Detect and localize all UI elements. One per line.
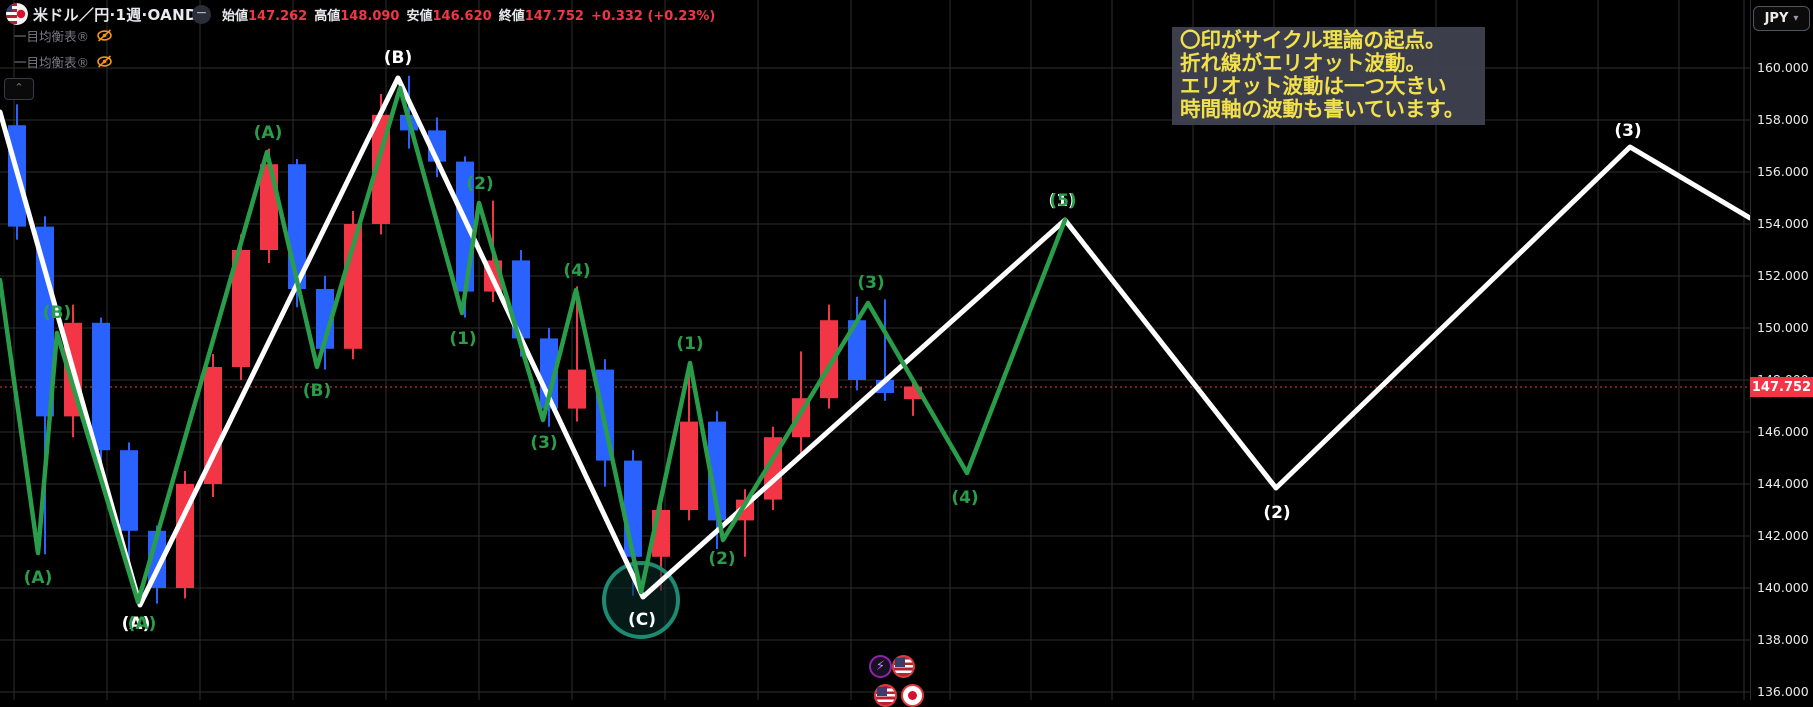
price-axis-label: 138.000 [1757,632,1809,647]
close-value: 147.752 [524,9,584,24]
annotation-note[interactable]: 〇印がサイクル理論の起点。 折れ線がエリオット波動。 エリオット波動は一つ大きい… [1172,27,1485,125]
candle-body [204,367,222,484]
current-price-tag: 147.752 [1750,377,1813,397]
elliott-wave-label: (1) [449,329,476,349]
elliott-wave-label: (A) [254,123,283,143]
note-line: エリオット波動は一つ大きい [1180,74,1447,98]
indicator-name: 一目均衡表® [14,28,90,44]
candle-body [848,320,866,380]
big-wave-label: (A) [122,614,151,634]
big-wave-label: (C) [628,610,656,630]
big-wave-label: (1) [1048,191,1075,211]
candle-body [176,484,194,588]
big-wave-label: (B) [384,48,413,68]
usdjpy-flag-icon [6,3,28,25]
chevron-up-icon: ⌃ [14,81,24,94]
change-value: +0.332 (+0.23%) [590,9,716,24]
high-label: 高値 [314,9,341,24]
symbol-title[interactable]: 米ドル／円·1週·OANDA [33,6,210,24]
us-flag-icon[interactable] [892,655,915,678]
high-value: 148.090 [340,9,400,24]
note-line: 折れ線がエリオット波動。 [1180,51,1426,75]
candle-body [260,164,278,250]
low-label: 安値 [406,9,433,24]
price-axis-label: 158.000 [1757,112,1809,127]
elliott-wave-label: (2) [466,174,493,194]
eye-off-icon[interactable] [96,28,113,43]
chart-canvas[interactable]: (A)(B)(C)(1)(2)(3)(A)(B)(A)(A)(B)(1)(2)(… [0,0,1750,700]
lightning-icon[interactable]: ⚡ [869,655,892,678]
price-axis-label: 140.000 [1757,580,1809,595]
big-cycle-wave-line[interactable] [0,75,1750,608]
elliott-wave-label: (5) [1049,191,1076,211]
open-label: 始値 [222,9,249,24]
indicator-row-ichimoku-2[interactable]: 一目均衡表® [14,53,113,70]
indicator-row-ichimoku-1[interactable]: 一目均衡表® [14,27,113,44]
open-value: 147.262 [248,9,308,24]
elliott-wave-label: (1) [676,334,703,354]
note-line: 〇印がサイクル理論の起点。 [1180,28,1446,52]
elliott-wave-line[interactable] [0,85,1068,605]
jp-flag-icon[interactable] [901,684,924,707]
price-axis-label: 154.000 [1757,216,1809,231]
candle-body [36,226,54,417]
price-axis-label: 152.000 [1757,268,1809,283]
elliott-wave-label: (2) [708,549,735,569]
legend-collapse-button[interactable]: ⌃ [4,78,34,100]
elliott-wave-label: (A) [128,614,157,634]
elliott-wave-label: (3) [857,273,884,293]
elliott-wave-label: (B) [43,303,72,323]
elliott-wave-label: (B) [303,381,332,401]
price-axis[interactable]: 160.000 158.000 156.000 154.000 152.000 150.0… [1750,0,1813,700]
indicator-name: 一目均衡表® [14,54,90,70]
candle-body [680,421,698,510]
eye-off-icon[interactable] [96,54,113,69]
chevron-down-icon: ▾ [1793,13,1799,24]
price-axis-label: 142.000 [1757,528,1809,543]
big-wave-label: (2) [1263,503,1290,523]
us-flag-icon[interactable] [874,684,897,707]
currency-label: JPY [1764,11,1789,26]
candle-body [568,369,586,409]
big-wave-label: (3) [1614,121,1641,141]
price-axis-label: 146.000 [1757,424,1809,439]
note-line: 時間軸の波動も書いています。 [1180,97,1465,121]
price-axis-label: 136.000 [1757,684,1809,699]
elliott-wave-label: (4) [563,261,590,281]
price-axis-label: 150.000 [1757,320,1809,335]
candle-body [92,322,110,451]
candle-body [624,460,642,557]
candle-body [316,289,334,349]
symbol-flag-icon[interactable] [6,3,28,25]
elliott-wave-label: (3) [530,433,557,453]
ohlc-readout: 始値147.262 高値148.090 安値146.620 終値147.752 +0.3… [222,5,722,24]
candle-body [120,450,138,531]
candle-body [232,250,250,367]
minus-button[interactable]: − [192,5,211,24]
price-axis-label: 144.000 [1757,476,1809,491]
elliott-wave-label: (4) [951,488,978,508]
price-axis-label: 160.000 [1757,60,1809,75]
low-value: 146.620 [432,9,492,24]
candle-body [820,320,838,399]
elliott-wave-label: (A) [24,568,53,588]
price-axis-label: 156.000 [1757,164,1809,179]
close-label: 終値 [498,9,525,24]
currency-selector-button[interactable]: JPY ▾ [1753,6,1810,31]
candle-body [512,260,530,339]
